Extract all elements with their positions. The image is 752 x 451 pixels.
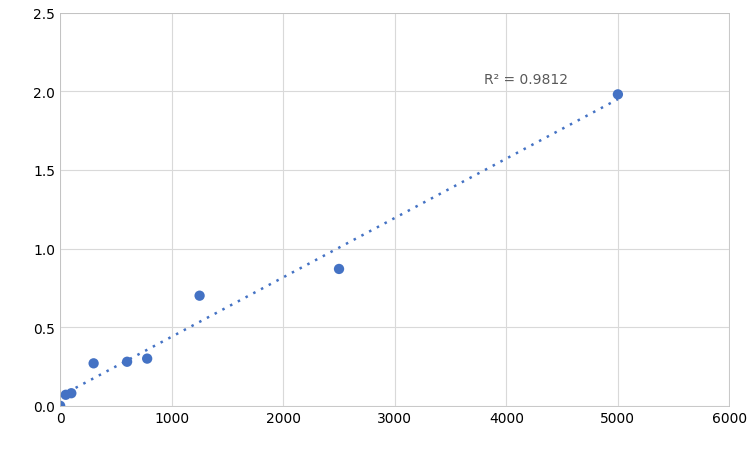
Point xyxy=(141,355,153,363)
Point xyxy=(54,402,66,410)
Point xyxy=(121,359,133,366)
Point xyxy=(333,266,345,273)
Text: R² = 0.9812: R² = 0.9812 xyxy=(484,73,568,87)
Point xyxy=(59,391,71,399)
Point xyxy=(193,292,205,299)
Point xyxy=(65,390,77,397)
Point xyxy=(612,92,624,99)
Point xyxy=(87,360,99,367)
